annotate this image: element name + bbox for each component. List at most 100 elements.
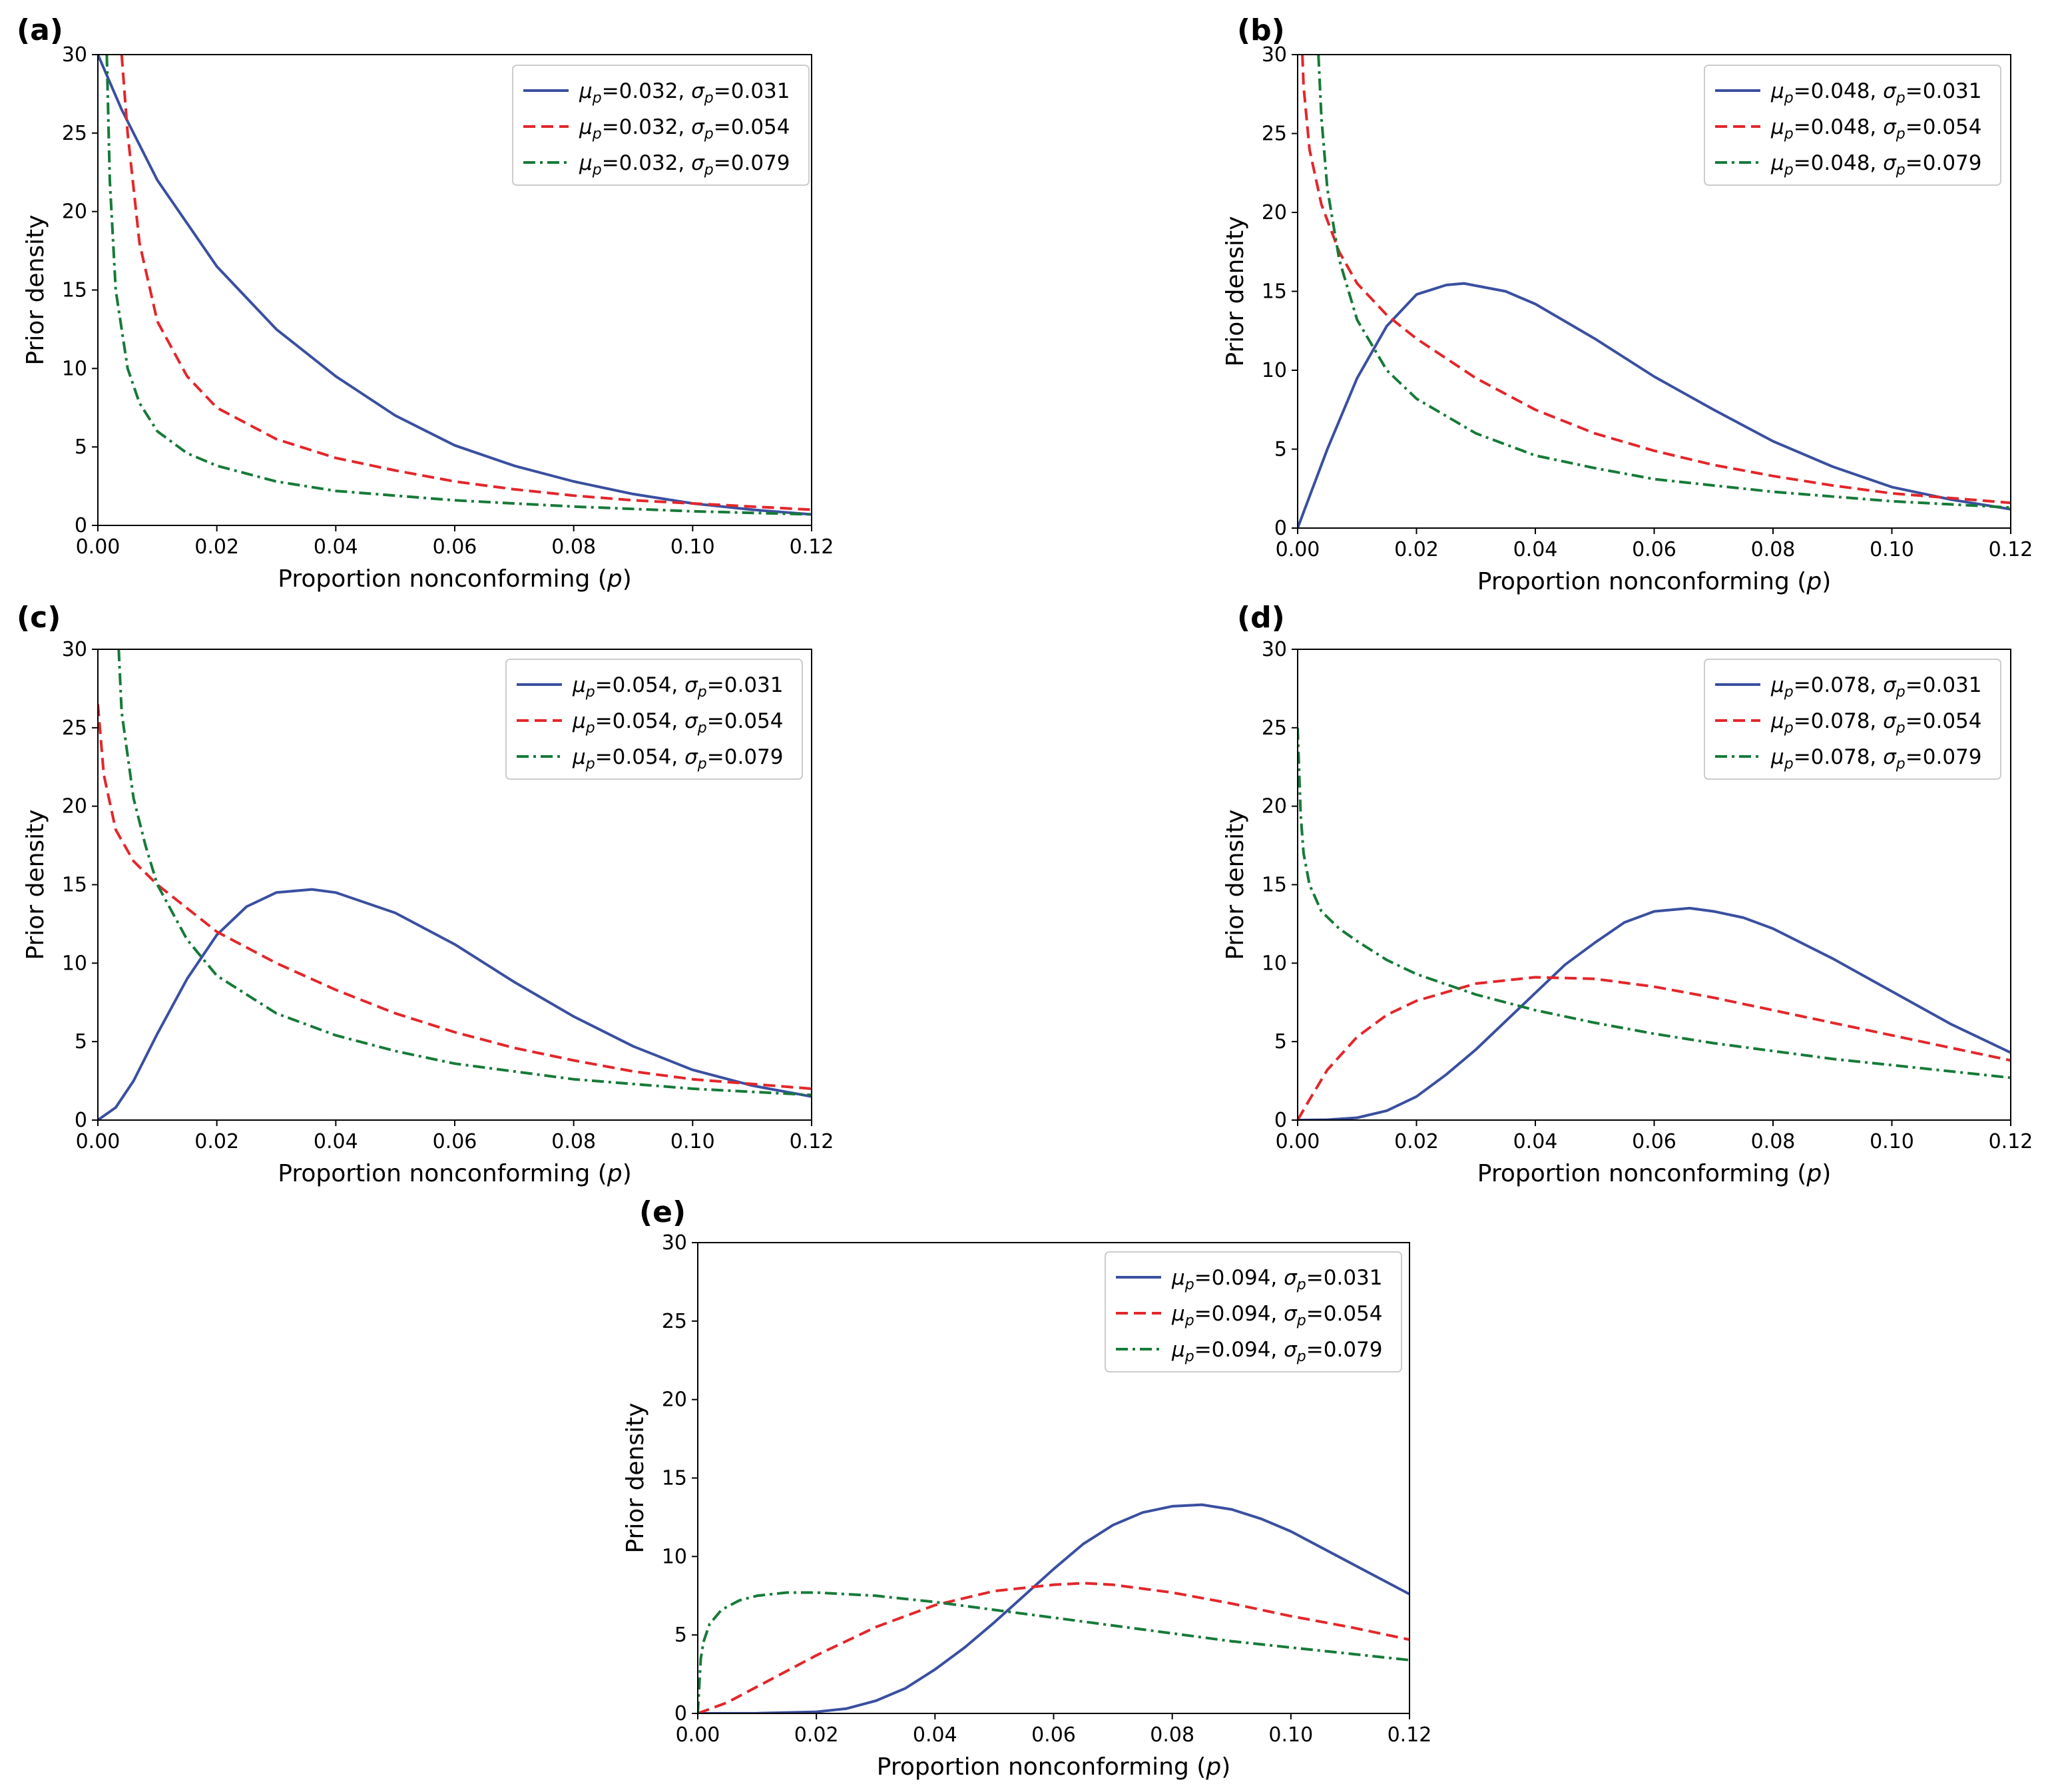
legend: μp=0.078, σp=0.031 μp=0.078, σp=0.054 μp=0…: [1704, 659, 2001, 780]
x-tick-label: 0.10: [670, 535, 715, 559]
y-tick-label: 30: [1262, 638, 1287, 661]
legend-entry: μp=0.078, σp=0.031: [1770, 673, 1982, 701]
x-tick-label: 0.02: [194, 1130, 239, 1153]
x-tick-label: 0.04: [913, 1723, 957, 1747]
legend-entry: μp=0.032, σp=0.079: [579, 151, 790, 178]
x-tick-label: 0.04: [1513, 538, 1558, 561]
y-tick-label: 25: [62, 122, 87, 145]
y-tick-label: 0: [674, 1702, 687, 1725]
legend-box: [1704, 659, 2001, 780]
y-tick-label: 15: [62, 874, 87, 897]
x-tick-label: 0.04: [314, 1130, 358, 1153]
x-tick-label: 0.08: [1751, 1130, 1796, 1153]
panel-a: (a) 0.00 0.02 0.04 0.06 0.08 0.10 0.12 0 5 10 15 20 2…: [17, 13, 834, 593]
panel-label: (a): [17, 13, 63, 47]
y-axis-label: Prior density: [22, 809, 49, 960]
legend: μp=0.032, σp=0.031 μp=0.032, σp=0.054 μp=0…: [512, 65, 810, 186]
x-tick-label: 0.02: [1394, 538, 1439, 561]
y-tick-label: 25: [1262, 123, 1287, 146]
legend: μp=0.094, σp=0.031 μp=0.094, σp=0.054 μp=0…: [1105, 1251, 1402, 1372]
x-tick-label: 0.10: [670, 1130, 715, 1153]
y-tick-label: 25: [1262, 717, 1287, 740]
y-tick-label: 10: [62, 357, 87, 380]
y-tick-label: 30: [62, 43, 87, 67]
series-line-red: [698, 1582, 1409, 1713]
y-tick-label: 30: [662, 1231, 687, 1255]
x-tick-label: 0.12: [1388, 1723, 1432, 1747]
y-tick-label: 15: [1262, 874, 1287, 897]
legend-entry: μp=0.094, σp=0.054: [1171, 1302, 1383, 1329]
y-tick-label: 25: [62, 717, 87, 740]
legend-box: [1704, 65, 2001, 186]
x-tick-label: 0.04: [1513, 1130, 1558, 1153]
y-axis-label: Prior density: [622, 1402, 649, 1553]
legend-entry: μp=0.048, σp=0.079: [1770, 151, 1982, 178]
y-tick-label: 20: [62, 200, 87, 224]
y-tick-label: 5: [674, 1624, 687, 1647]
y-tick-label: 20: [1262, 795, 1287, 818]
series-line-red: [1298, 976, 2011, 1120]
y-tick-label: 5: [1274, 438, 1287, 461]
legend-entry: μp=0.048, σp=0.031: [1770, 79, 1982, 107]
x-axis-label: Proportion nonconforming (p): [278, 1160, 631, 1187]
y-tick-label: 5: [1274, 1030, 1287, 1053]
x-tick-label: 0.00: [76, 535, 121, 559]
y-tick-label: 0: [75, 1109, 87, 1132]
x-tick-label: 0.08: [551, 535, 596, 559]
x-axis-label: Proportion nonconforming (p): [1477, 1160, 1831, 1187]
series-line-red: [98, 704, 812, 1090]
legend-entry: μp=0.078, σp=0.054: [1770, 709, 1982, 737]
y-tick-label: 30: [1262, 43, 1287, 67]
series-line-green: [1317, 55, 2011, 509]
legend-entry: μp=0.054, σp=0.031: [572, 673, 784, 701]
series-line-red: [120, 55, 812, 511]
x-tick-label: 0.06: [1031, 1723, 1076, 1747]
legend-entry: μp=0.054, σp=0.079: [572, 745, 784, 772]
panel-label: (d): [1237, 601, 1285, 635]
series-line-red: [1301, 55, 2011, 505]
y-tick-label: 30: [62, 638, 87, 661]
x-tick-label: 0.12: [790, 1130, 834, 1153]
x-tick-label: 0.04: [314, 535, 358, 559]
legend-entry: μp=0.048, σp=0.054: [1770, 115, 1982, 143]
series-line-blue: [98, 888, 812, 1120]
y-tick-label: 0: [1274, 1109, 1287, 1132]
x-tick-label: 0.08: [551, 1130, 596, 1153]
y-tick-label: 5: [75, 436, 87, 459]
y-tick-label: 10: [1262, 359, 1287, 382]
x-tick-label: 0.00: [676, 1723, 720, 1747]
x-tick-label: 0.00: [1276, 538, 1320, 561]
y-axis-label: Prior density: [1222, 216, 1249, 366]
x-tick-label: 0.02: [794, 1723, 839, 1747]
x-tick-label: 0.06: [433, 1130, 477, 1153]
x-tick-label: 0.02: [194, 535, 239, 559]
x-tick-label: 0.06: [1632, 538, 1676, 561]
y-tick-label: 20: [62, 795, 87, 818]
series-line-blue: [1298, 282, 2011, 528]
x-tick-label: 0.10: [1870, 1130, 1914, 1153]
panel-c: (c) 0.00 0.02 0.04 0.06 0.08 0.10 0.12 0 5 10 15 20 2…: [17, 601, 834, 1187]
x-tick-label: 0.12: [1989, 1130, 2033, 1153]
series-line-green: [698, 1591, 1409, 1713]
legend-box: [505, 659, 803, 780]
y-tick-label: 0: [1274, 517, 1287, 540]
x-tick-label: 0.10: [1870, 538, 1914, 561]
y-tick-label: 15: [62, 279, 87, 302]
y-axis-label: Prior density: [1222, 809, 1249, 960]
series-line-green: [105, 55, 812, 516]
x-tick-label: 0.10: [1268, 1723, 1313, 1747]
series-line-green: [1298, 727, 2011, 1079]
x-tick-label: 0.00: [76, 1130, 121, 1153]
panel-b: (b) 0.00 0.02 0.04 0.06 0.08 0.10 0.12 0 5 10 15 20 2…: [1222, 13, 2033, 595]
x-tick-label: 0.08: [1150, 1723, 1194, 1747]
y-axis-label: Prior density: [22, 214, 49, 365]
panel-label: (e): [639, 1195, 686, 1229]
panel-label: (b): [1237, 13, 1285, 47]
y-tick-label: 5: [75, 1030, 87, 1053]
y-tick-label: 20: [662, 1388, 687, 1412]
y-tick-label: 0: [75, 514, 87, 537]
x-tick-label: 0.06: [1632, 1130, 1676, 1153]
y-tick-label: 10: [662, 1545, 687, 1568]
y-tick-label: 15: [1262, 280, 1287, 304]
y-tick-label: 25: [662, 1310, 687, 1333]
